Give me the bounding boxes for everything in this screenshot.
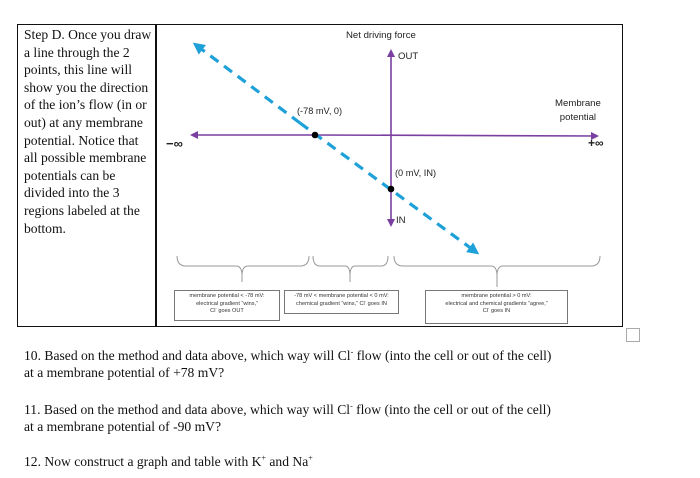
point-label-minus78: (-78 mV, 0)	[297, 106, 343, 116]
point-label-zero: (0 mV, IN)	[395, 168, 437, 178]
question-11-line1: 11. Based on the method and data above, …	[24, 401, 551, 417]
region-3-line3: Cl- goes IN	[482, 305, 511, 315]
question-10-line2: at a membrane potential of +78 mV?	[24, 365, 225, 380]
region-1-line2: electrical gradient “wins,”	[196, 300, 258, 307]
y-axis-out-label: OUT	[398, 51, 419, 62]
table-column-divider	[155, 24, 157, 327]
y-axis-title: Net driving force	[346, 30, 416, 41]
region-3-line1: membrane potential > 0 mV:	[461, 293, 532, 299]
y-axis-in-label: IN	[396, 215, 406, 226]
region-brace-3	[393, 255, 601, 287]
question-11-line2: at a membrane potential of -90 mV?	[24, 419, 222, 434]
region-box-2: -78 mV < membrane potential < 0 mV: chem…	[284, 290, 399, 314]
x-axis-right-arrow	[314, 131, 599, 140]
question-12: 12. Now construct a graph and table with…	[24, 453, 313, 469]
x-axis-title: Membrane potential	[555, 98, 601, 123]
dashed-trend-line-up	[192, 42, 301, 125]
region-brace-1	[176, 255, 310, 282]
point-zero	[387, 185, 395, 193]
region-2-line2: chemical gradient “wins,” Cl- goes IN	[296, 297, 387, 307]
region-box-3: membrane potential > 0 mV: electrical an…	[425, 290, 568, 324]
x-axis-title-line2: potential	[559, 112, 597, 123]
dashed-trend-line-down	[299, 121, 480, 255]
region-1-line3: Cl- goes OUT	[210, 305, 244, 315]
x-axis-pos-infinity: +∞	[588, 136, 604, 150]
step-table	[17, 24, 623, 327]
question-10-line1: 10. Based on the method and data above, …	[24, 347, 552, 363]
layout-options-checkbox[interactable]	[626, 328, 640, 342]
question-10: 10. Based on the method and data above, …	[24, 347, 674, 381]
step-d-instructions: Step D. Once you draw a line through the…	[24, 27, 152, 236]
region-2-line1: -78 mV < membrane potential < 0 mV:	[294, 293, 389, 299]
region-box-1: membrane potential < -78 mV: electrical …	[174, 290, 280, 321]
x-axis-title-line1: Membrane	[555, 98, 601, 109]
region-3-line2: electrical and chemical gradients “agree…	[445, 300, 548, 307]
point-minus78	[311, 131, 319, 139]
x-axis-neg-infinity: −∞	[166, 136, 183, 151]
region-1-line1: membrane potential < -78 mV:	[189, 293, 265, 299]
region-brace-2	[312, 255, 389, 282]
question-11: 11. Based on the method and data above, …	[24, 401, 674, 435]
